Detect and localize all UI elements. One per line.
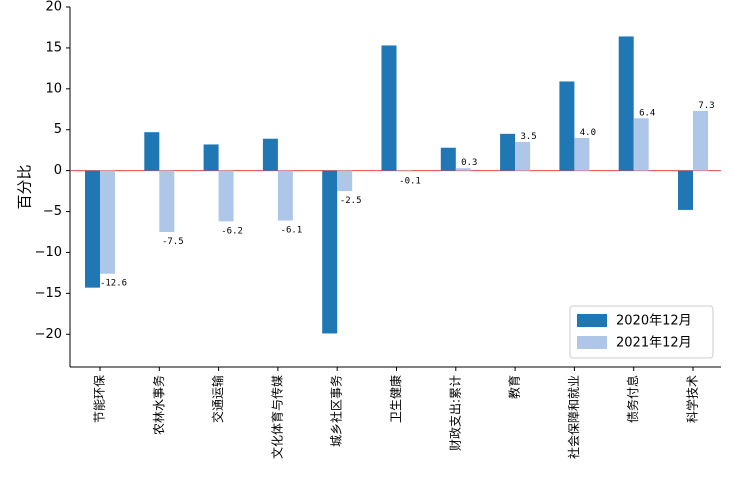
bar (277, 170, 293, 221)
bar (500, 133, 516, 171)
legend-swatch (577, 336, 607, 349)
legend: 2020年12月 2021年12月 (569, 305, 714, 359)
bar (100, 170, 115, 274)
y-tick-label: 15 (45, 40, 62, 55)
x-tick-label: 卫生健康 (388, 375, 403, 423)
legend-label: 2020年12月 (616, 314, 692, 329)
bar (144, 132, 160, 171)
bar (337, 170, 353, 192)
bar (85, 170, 100, 288)
data-label: 0.3 (461, 158, 477, 168)
y-axis-label: 百分比 (16, 164, 34, 209)
x-tick-label: 教育 (507, 375, 522, 399)
legend-swatch (577, 314, 607, 327)
bar (455, 168, 471, 171)
bar (618, 36, 634, 171)
x-tick-label: 农林水事务 (151, 375, 166, 435)
x-tick-label: 社会保障和就业 (566, 375, 581, 459)
data-label: -6.1 (281, 226, 303, 236)
data-label: 6.4 (639, 108, 655, 118)
x-tick-label: 文化体育与传媒 (269, 375, 284, 459)
bar (381, 45, 397, 171)
y-tick-label: −20 (35, 327, 62, 342)
bar (574, 137, 590, 171)
bar (559, 81, 575, 171)
data-label: -6.2 (221, 226, 243, 236)
bar (693, 110, 708, 171)
bar (440, 147, 456, 171)
bar (322, 170, 338, 334)
bar (515, 142, 531, 171)
y-tick-label: 20 (45, 0, 62, 15)
x-tick-label: 债务付息 (625, 375, 640, 423)
x-tick-label: 交通运输 (210, 375, 225, 423)
bar (678, 170, 693, 210)
y-tick-label: 5 (54, 122, 62, 137)
data-label: -7.5 (162, 237, 184, 247)
bar (396, 170, 412, 172)
bar (262, 138, 278, 171)
bar (203, 144, 219, 171)
legend-label: 2021年12月 (616, 336, 692, 351)
y-tick-label: 10 (45, 81, 62, 96)
x-tick-label: 城乡社区事务 (329, 375, 344, 447)
axes: −20 −15 −10 −5 0 5 10 15 20 节能环保 农林水事务 交通运输 文化体育与传媒 城… (35, 0, 721, 459)
data-labels: -12.6 -7.5 -6.2 -6.1 -2.5 -0.1 0.3 3.5 4.0 6.4 7.3 (100, 101, 715, 289)
x-tick-label: 科学技术 (685, 375, 700, 423)
bar (633, 118, 649, 171)
data-label: 7.3 (698, 101, 714, 111)
y-tick-label: −15 (35, 286, 62, 301)
data-label: -12.6 (100, 279, 127, 289)
y-tick-label: −10 (35, 245, 62, 260)
y-tick-label: 0 (54, 163, 62, 178)
bar (218, 170, 234, 222)
x-tick-label: 财政支出:累计 (448, 375, 462, 451)
data-label: 4.0 (580, 128, 596, 138)
x-tick-label: 节能环保 (93, 375, 107, 423)
bars (85, 36, 708, 334)
data-label: -0.1 (399, 176, 421, 186)
bar (159, 170, 175, 232)
y-tick-label: −5 (43, 204, 62, 219)
data-label: 3.5 (520, 132, 536, 142)
data-label: -2.5 (340, 196, 362, 206)
